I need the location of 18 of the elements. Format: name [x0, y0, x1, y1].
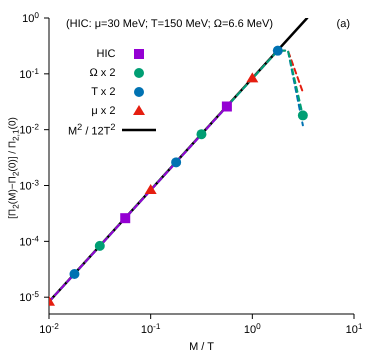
x-tick-label: 10$^{0}$	[244, 322, 262, 336]
annotation: (HIC: μ=30 MeV; T=150 MeV; Ω=6.6 MeV)	[66, 18, 274, 30]
x-tick-label: 10$^{-1}$	[140, 322, 161, 336]
y-tick-label: 10$^{-3}$	[19, 178, 40, 193]
y-tick-label: 10$^{-1}$	[19, 66, 40, 81]
x-tick-label: 10$^{1}$	[346, 322, 363, 336]
y-tick-label: 10$^{-5}$	[19, 290, 40, 304]
x-axis-title: M / T	[189, 341, 214, 353]
y-tick-label: 10$^{-4}$	[19, 234, 40, 248]
legend-label: T x 2	[91, 86, 116, 98]
legend-label: μ x 2	[91, 104, 116, 116]
legend-label: HIC	[96, 48, 116, 60]
y-tick-label: 10$^{-2}$	[19, 122, 40, 137]
annotation: (a)	[336, 18, 350, 30]
legend-label: Ω x 2	[90, 66, 116, 78]
x-tick-label: 10$^{-2}$	[39, 322, 60, 336]
legend-label: M$^{2}$ / 12T$^{2}$	[68, 122, 116, 138]
y-tick-label: 10$^{0}$	[22, 10, 40, 25]
